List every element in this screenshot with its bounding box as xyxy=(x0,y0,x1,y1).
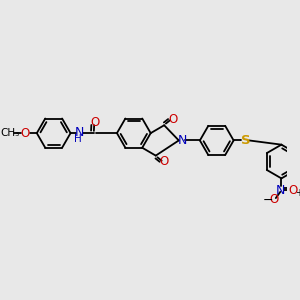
Text: O: O xyxy=(289,184,298,197)
Text: O: O xyxy=(20,127,29,140)
Text: −: − xyxy=(263,194,273,207)
Text: CH₃: CH₃ xyxy=(0,128,19,138)
Text: O: O xyxy=(269,193,278,206)
Text: H: H xyxy=(74,134,82,144)
Text: O: O xyxy=(160,155,169,168)
Text: N: N xyxy=(75,126,84,139)
Text: O: O xyxy=(90,116,100,129)
Text: +: + xyxy=(295,188,300,198)
Text: S: S xyxy=(241,134,250,147)
Text: O: O xyxy=(168,112,177,126)
Text: N: N xyxy=(178,134,187,147)
Text: N: N xyxy=(276,184,286,197)
